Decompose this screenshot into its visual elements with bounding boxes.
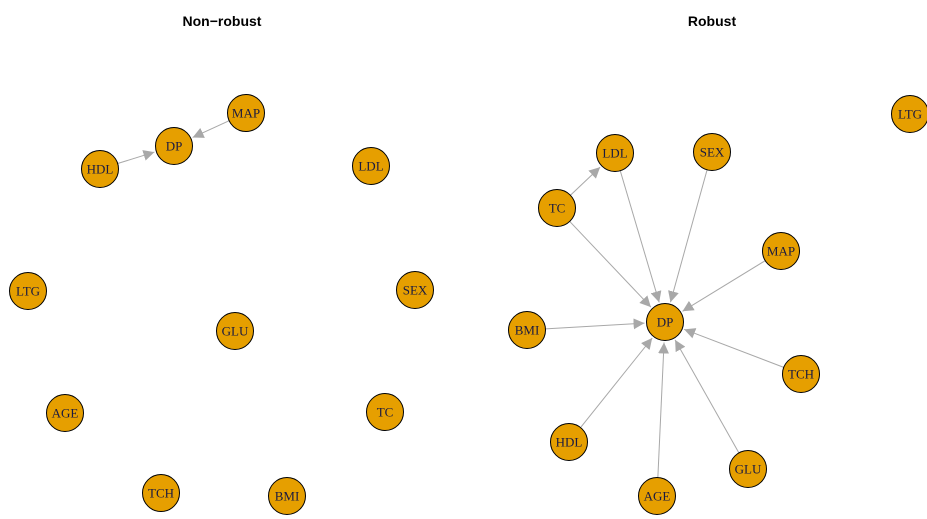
node: TCH: [142, 474, 180, 512]
node: SEX: [396, 271, 434, 309]
edge: [682, 260, 766, 312]
edge: [192, 120, 230, 138]
node-circle: [638, 477, 676, 515]
node-label: SEX: [700, 145, 725, 160]
node: TC: [366, 393, 404, 431]
node-label: LDL: [602, 146, 627, 161]
node-circle: [352, 147, 390, 185]
edge: [657, 342, 670, 478]
node-label: DP: [166, 139, 183, 154]
node: DP: [646, 303, 684, 341]
node-circle: [227, 94, 265, 132]
node-label: GLU: [735, 462, 762, 477]
node-circle: [142, 474, 180, 512]
node-circle: [891, 95, 927, 133]
node-label: SEX: [403, 283, 428, 298]
node-label: HDL: [87, 162, 114, 177]
node-label: HDL: [556, 435, 583, 450]
node-circle: [216, 312, 254, 350]
node-label: TC: [549, 201, 566, 216]
node: LDL: [596, 134, 634, 172]
node-circle: [693, 133, 731, 171]
node-circle: [81, 150, 119, 188]
edge: [668, 169, 708, 303]
node: MAP: [762, 232, 800, 270]
node: TC: [538, 189, 576, 227]
node-circle: [9, 272, 47, 310]
node-circle: [508, 311, 546, 349]
node-label: TCH: [148, 486, 174, 501]
node-label: BMI: [275, 489, 300, 504]
node-label: MAP: [767, 244, 795, 259]
node-label: AGE: [644, 489, 671, 504]
node: BMI: [508, 311, 546, 349]
node: LTG: [9, 272, 47, 310]
node-label: LTG: [16, 284, 40, 299]
node: DP: [155, 127, 193, 165]
node-circle: [396, 271, 434, 309]
edge: [619, 170, 662, 303]
node-circle: [762, 232, 800, 270]
node: GLU: [216, 312, 254, 350]
node: BMI: [268, 477, 306, 515]
panel-title: Robust: [688, 13, 737, 29]
node-label: LDL: [358, 159, 383, 174]
edges: [117, 120, 784, 478]
node-label: TCH: [788, 367, 814, 382]
node: LDL: [352, 147, 390, 185]
edge: [545, 318, 645, 330]
node: AGE: [46, 394, 84, 432]
nodes: DP MAP HDL LDL LTG SEX GLU AGE TC TCH BMI DP LTG LDL S…: [9, 94, 927, 515]
panel-title: Non−robust: [183, 13, 262, 29]
node-label: TC: [377, 405, 394, 420]
node: SEX: [693, 133, 731, 171]
node-label: LTG: [898, 107, 922, 122]
node-label: BMI: [515, 323, 540, 338]
node-circle: [155, 127, 193, 165]
node-circle: [46, 394, 84, 432]
node: LTG: [891, 95, 927, 133]
node-circle: [646, 303, 684, 341]
node-label: GLU: [222, 324, 249, 339]
node: GLU: [729, 450, 767, 488]
node-circle: [596, 134, 634, 172]
node-circle: [538, 189, 576, 227]
node-circle: [366, 393, 404, 431]
edge: [570, 166, 601, 196]
node-label: AGE: [52, 406, 79, 421]
node-circle: [550, 423, 588, 461]
edge: [117, 150, 155, 164]
node-circle: [729, 450, 767, 488]
node: TCH: [782, 355, 820, 393]
node: HDL: [550, 423, 588, 461]
node: HDL: [81, 150, 119, 188]
node-circle: [268, 477, 306, 515]
node-label: MAP: [232, 106, 260, 121]
node-circle: [782, 355, 820, 393]
node: AGE: [638, 477, 676, 515]
edge: [674, 339, 740, 454]
edge: [580, 337, 653, 428]
node: MAP: [227, 94, 265, 132]
edge: [683, 328, 784, 368]
edge: [569, 221, 652, 308]
node-label: DP: [657, 315, 674, 330]
